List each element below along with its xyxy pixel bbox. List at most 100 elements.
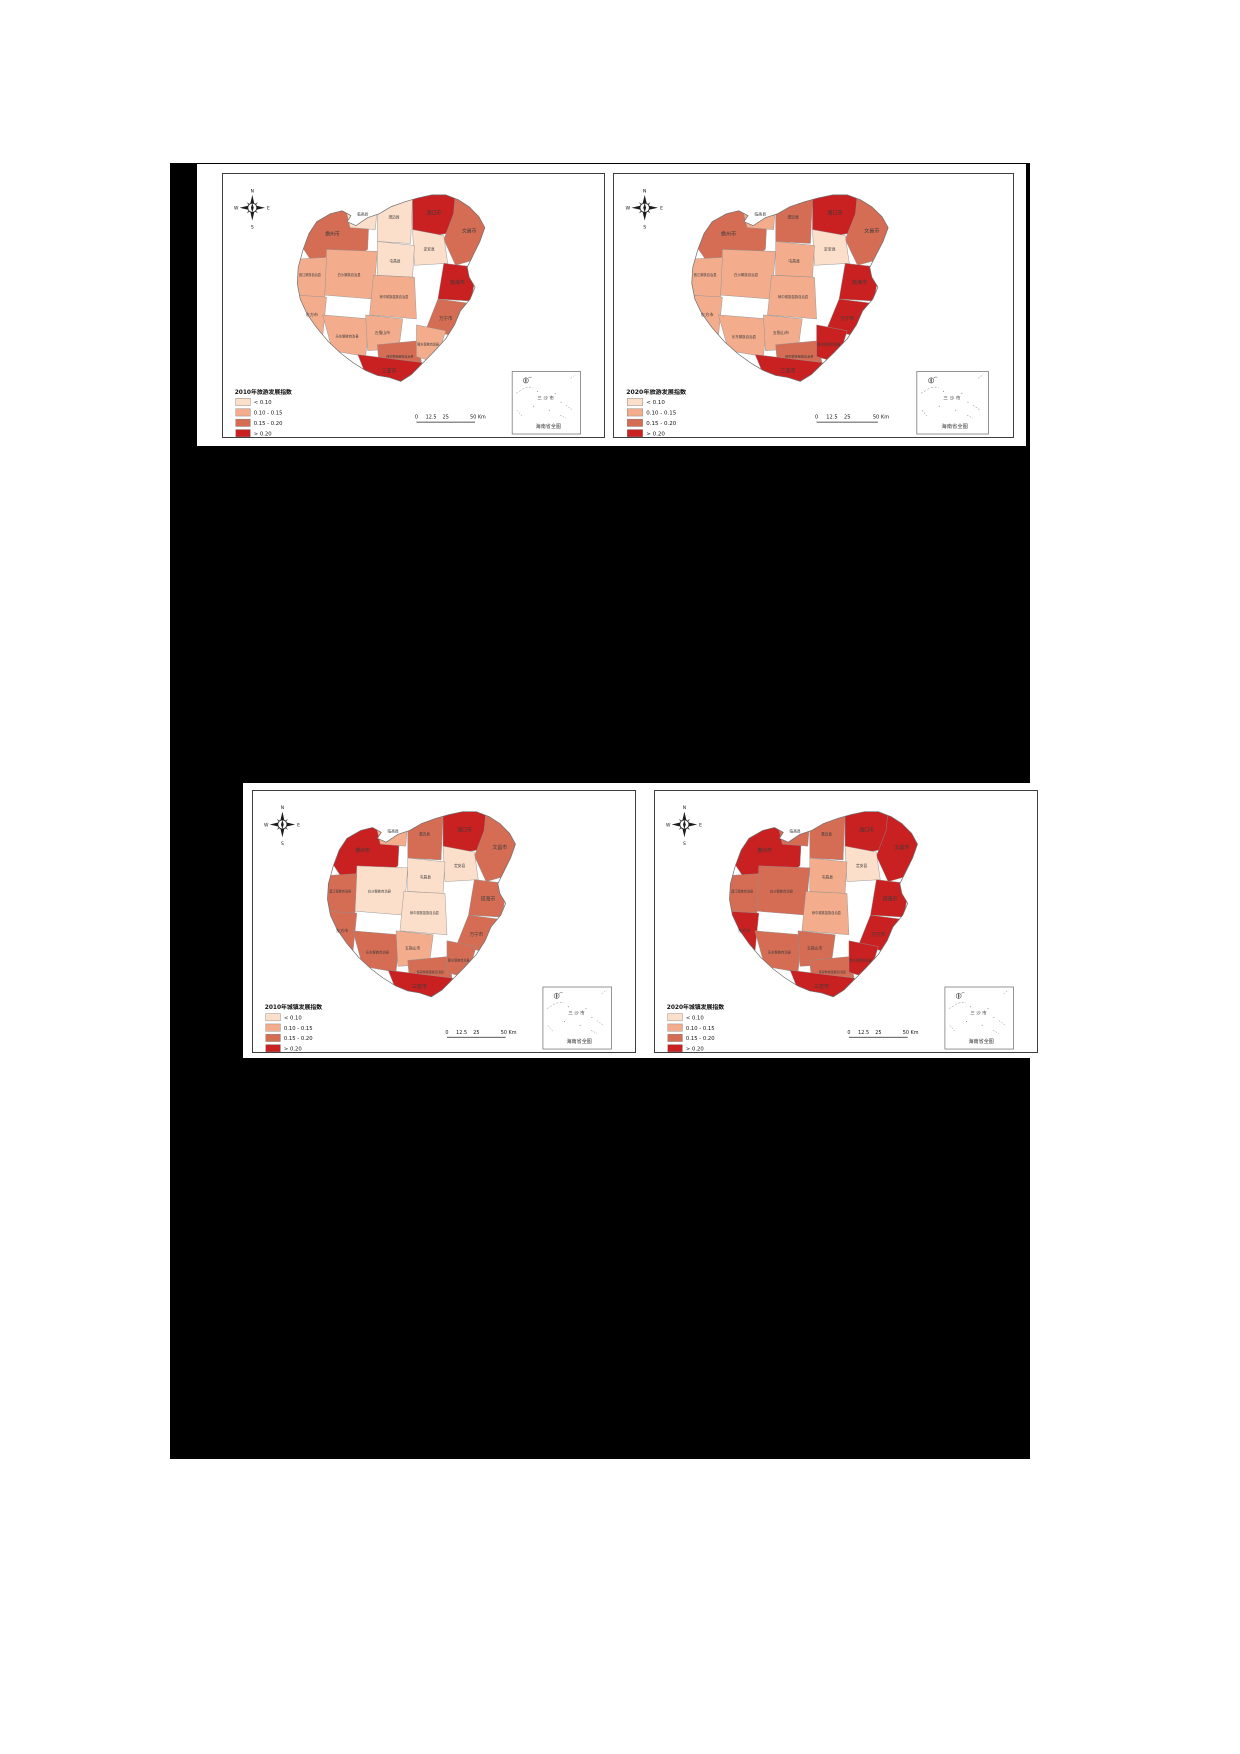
legend-class-label: 0.10 - 0.15 bbox=[646, 411, 676, 417]
region-label: 儋州市 bbox=[721, 231, 736, 238]
region-label: 澄迈县 bbox=[388, 215, 399, 220]
region-label: 昌江黎族自治县 bbox=[694, 272, 718, 277]
compass-s: S bbox=[281, 841, 284, 847]
legend-swatch bbox=[265, 1034, 281, 1042]
region-label: 琼海市 bbox=[450, 279, 465, 286]
legend-class-label: 0.10 - 0.15 bbox=[686, 1026, 715, 1032]
region-label: 文昌市 bbox=[492, 844, 507, 851]
compass-n: N bbox=[281, 805, 284, 811]
inset-compass-icon bbox=[955, 992, 965, 1000]
island-outline bbox=[327, 811, 516, 998]
svg-text:0: 0 bbox=[815, 415, 818, 421]
region-label: 白沙黎族自治县 bbox=[734, 272, 759, 277]
map-legend: 2020年旅游发展指数 < 0.10 0.10 - 0.15 0.15 - 0.… bbox=[626, 388, 687, 437]
map-region bbox=[412, 194, 458, 238]
region-label: 乐东黎族自治县 bbox=[768, 949, 792, 954]
compass-s: S bbox=[683, 841, 686, 847]
region-label: 乐东黎族自治县 bbox=[366, 949, 390, 954]
inset-caption: 海南省全图 bbox=[968, 1038, 993, 1045]
compass-e: E bbox=[660, 206, 663, 212]
region-label: 琼中黎族苗族自治县 bbox=[778, 294, 809, 299]
inset-map: 三沙市 海南省全图 bbox=[916, 371, 989, 435]
region-label: 三亚市 bbox=[780, 368, 795, 375]
legend-swatch bbox=[667, 1023, 683, 1032]
region-label: 屯昌县 bbox=[822, 875, 833, 880]
legend-class-label: < 0.10 bbox=[646, 400, 665, 406]
island-outline bbox=[691, 194, 889, 382]
map-region bbox=[812, 194, 860, 238]
region-label: 海口市 bbox=[427, 210, 442, 217]
svg-text:12.5: 12.5 bbox=[456, 1030, 467, 1036]
region-label: 陵水黎族自治县 bbox=[417, 342, 439, 347]
region-label: 海口市 bbox=[859, 826, 874, 833]
legend-title: 2010年城镇发展指数 bbox=[265, 1003, 322, 1011]
region-label: 五指山市 bbox=[773, 329, 789, 335]
map-region bbox=[377, 197, 413, 244]
map-region bbox=[691, 257, 723, 300]
region-label: 保亭黎族苗族自治县 bbox=[417, 969, 444, 974]
region-label: 临高县 bbox=[789, 828, 800, 833]
map-region bbox=[399, 891, 448, 936]
compass-rose-icon: N S W E bbox=[234, 188, 270, 230]
region-label: 陵水黎族自治县 bbox=[448, 957, 470, 962]
map-region bbox=[844, 811, 891, 855]
region-label: 海口市 bbox=[457, 826, 472, 833]
compass-rose-icon: N S W E bbox=[666, 805, 702, 847]
region-label: 临高县 bbox=[754, 212, 766, 217]
compass-w: W bbox=[666, 822, 671, 828]
legend-class-label: 0.10 - 0.15 bbox=[284, 1026, 313, 1032]
legend-swatch bbox=[627, 429, 643, 437]
legend-class-label: 0.15 - 0.20 bbox=[254, 421, 283, 427]
legend-swatch bbox=[265, 1023, 281, 1032]
legend-swatch bbox=[627, 418, 643, 427]
compass-s: S bbox=[643, 225, 646, 231]
region-label: 定安县 bbox=[856, 863, 867, 868]
region-label: 琼中黎族苗族自治县 bbox=[410, 910, 440, 915]
svg-text:25: 25 bbox=[473, 1030, 479, 1036]
inset-island-label: 三沙市 bbox=[537, 394, 555, 401]
region-label: 三亚市 bbox=[382, 367, 397, 374]
compass-w: W bbox=[264, 822, 269, 828]
map-panel-2020-tourism-index: 海口市 文昌市 澄迈县 临高县 儋州市 定安县 屯昌县 琼海市 万宁市 琼中黎族苗族自治县 白沙黎族… bbox=[613, 173, 1014, 438]
region-label: 临高县 bbox=[387, 828, 398, 833]
compass-s: S bbox=[251, 225, 254, 231]
map-region bbox=[369, 274, 417, 320]
map-region bbox=[801, 891, 850, 936]
legend-swatch bbox=[667, 1013, 683, 1022]
region-label: 定安县 bbox=[424, 246, 435, 251]
region-label: 保亭黎族苗族自治县 bbox=[819, 969, 846, 974]
legend-class-label: < 0.10 bbox=[284, 1015, 302, 1021]
region-label: 儋州市 bbox=[325, 230, 340, 237]
region-label: 万宁市 bbox=[840, 315, 854, 322]
inset-island-label: 三沙市 bbox=[943, 394, 962, 401]
inset-map: 三沙市 海南省全图 bbox=[944, 986, 1014, 1050]
svg-text:50 Km: 50 Km bbox=[470, 415, 486, 421]
region-label: 白沙黎族自治县 bbox=[770, 888, 794, 893]
region-label: 琼中黎族苗族自治县 bbox=[380, 294, 410, 299]
svg-text:12.5: 12.5 bbox=[826, 415, 837, 421]
scale-bar: 0 12.5 25 50 Km bbox=[815, 415, 890, 423]
compass-e: E bbox=[297, 822, 300, 828]
region-label: 五指山市 bbox=[374, 330, 390, 335]
map-region bbox=[297, 257, 327, 300]
region-label: 保亭黎族苗族自治县 bbox=[785, 354, 813, 359]
legend-swatch bbox=[235, 429, 251, 437]
legend-class-label: 0.15 - 0.20 bbox=[284, 1036, 313, 1042]
svg-text:25: 25 bbox=[844, 415, 850, 421]
map-legend: 2010年城镇发展指数 < 0.10 0.10 - 0.15 0.15 - 0.… bbox=[265, 1003, 322, 1052]
region-label: 儋州市 bbox=[757, 847, 772, 854]
region-label: 澄迈县 bbox=[787, 215, 799, 220]
region-label: 白沙黎族自治县 bbox=[337, 272, 361, 277]
map-panel-2010-tourism-index: 海口市 文昌市 澄迈县 临高县 儋州市 定安县 屯昌县 琼海市 万宁市 琼中黎族苗族自治县 白沙黎族… bbox=[222, 173, 605, 438]
region-label: 琼海市 bbox=[852, 279, 867, 286]
region-label: 澄迈县 bbox=[419, 831, 430, 836]
map-region bbox=[767, 274, 817, 320]
inset-island-label: 三沙市 bbox=[568, 1010, 586, 1017]
region-label: 乐东黎族自治县 bbox=[732, 334, 757, 339]
svg-text:50 Km: 50 Km bbox=[873, 415, 890, 421]
region-label: 海口市 bbox=[827, 210, 842, 217]
legend-swatch bbox=[667, 1044, 683, 1052]
